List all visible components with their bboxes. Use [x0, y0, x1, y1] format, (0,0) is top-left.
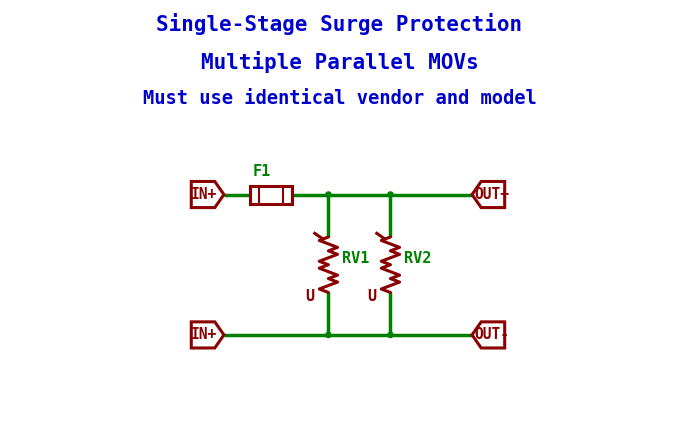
Text: OUT+: OUT+ — [475, 187, 510, 202]
Text: Must use identical vendor and model: Must use identical vendor and model — [143, 89, 536, 108]
Polygon shape — [472, 322, 504, 348]
Text: IN+: IN+ — [191, 327, 217, 343]
Text: U: U — [306, 289, 314, 304]
Polygon shape — [472, 181, 504, 208]
Polygon shape — [191, 322, 224, 348]
Circle shape — [388, 192, 393, 197]
Circle shape — [388, 332, 393, 338]
Circle shape — [326, 332, 331, 338]
Text: Single-Stage Surge Protection: Single-Stage Surge Protection — [156, 13, 523, 35]
Polygon shape — [191, 181, 224, 208]
Text: RV1: RV1 — [342, 251, 370, 266]
Text: U: U — [367, 289, 376, 304]
Text: F1: F1 — [253, 164, 271, 179]
Text: RV2: RV2 — [405, 251, 432, 266]
Circle shape — [326, 192, 331, 197]
Text: OUT-: OUT- — [475, 327, 510, 343]
Bar — [250, 186, 293, 204]
Text: IN+: IN+ — [191, 187, 217, 202]
Text: Multiple Parallel MOVs: Multiple Parallel MOVs — [200, 51, 479, 73]
